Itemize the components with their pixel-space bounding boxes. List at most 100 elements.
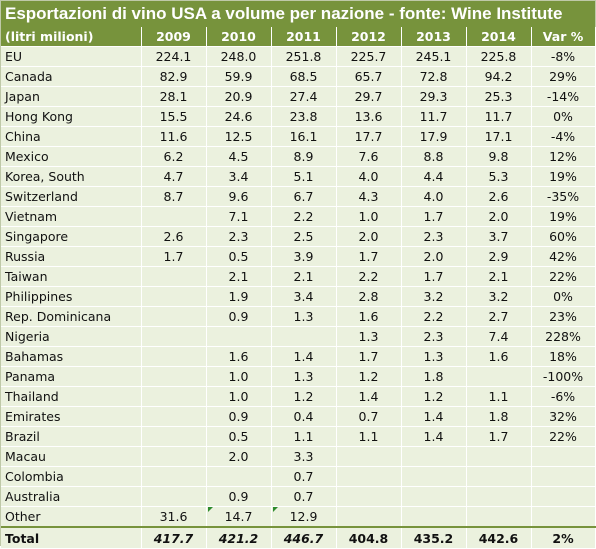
table-cell[interactable]: 15.5 xyxy=(141,106,207,127)
table-cell[interactable]: 1.2 xyxy=(271,386,337,407)
table-cell[interactable]: 0.7 xyxy=(271,486,337,507)
total-cell[interactable]: 417.7 xyxy=(141,526,207,549)
table-cell[interactable]: 2.0 xyxy=(206,446,272,467)
table-cell[interactable]: 12.9 xyxy=(271,506,337,528)
table-cell[interactable]: 224.1 xyxy=(141,46,207,67)
table-cell[interactable]: 0.7 xyxy=(271,466,337,487)
row-label[interactable]: Thailand xyxy=(1,386,142,407)
total-cell[interactable]: 435.2 xyxy=(401,526,467,549)
table-cell[interactable]: 1.1 xyxy=(271,426,337,447)
row-label[interactable]: Hong Kong xyxy=(1,106,142,127)
table-cell[interactable]: 248.0 xyxy=(206,46,272,67)
table-cell[interactable] xyxy=(141,266,207,287)
table-cell[interactable]: 29.3 xyxy=(401,86,467,107)
table-cell[interactable]: 1.2 xyxy=(401,386,467,407)
table-cell[interactable]: 1.0 xyxy=(336,206,402,227)
table-cell[interactable] xyxy=(531,486,596,507)
row-label[interactable]: Rep. Dominicana xyxy=(1,306,142,327)
row-label[interactable]: Japan xyxy=(1,86,142,107)
table-cell[interactable]: 4.0 xyxy=(336,166,402,187)
table-cell[interactable]: 11.6 xyxy=(141,126,207,147)
table-cell[interactable] xyxy=(141,486,207,507)
table-cell[interactable]: 2.3 xyxy=(401,326,467,347)
table-cell[interactable]: -14% xyxy=(531,86,596,107)
table-cell[interactable]: 9.8 xyxy=(466,146,532,167)
total-cell[interactable]: 446.7 xyxy=(271,526,337,549)
table-cell[interactable] xyxy=(466,486,532,507)
table-cell[interactable]: 32% xyxy=(531,406,596,427)
table-cell[interactable]: -100% xyxy=(531,366,596,387)
table-cell[interactable] xyxy=(531,446,596,467)
table-cell[interactable]: 16.1 xyxy=(271,126,337,147)
table-cell[interactable] xyxy=(336,446,402,467)
total-label[interactable]: Total xyxy=(1,526,142,549)
table-cell[interactable]: 251.8 xyxy=(271,46,337,67)
table-cell[interactable]: -4% xyxy=(531,126,596,147)
table-cell[interactable]: 23% xyxy=(531,306,596,327)
table-cell[interactable]: 68.5 xyxy=(271,66,337,87)
table-cell[interactable]: 27.4 xyxy=(271,86,337,107)
table-cell[interactable]: 225.8 xyxy=(466,46,532,67)
table-cell[interactable]: -35% xyxy=(531,186,596,207)
table-cell[interactable]: 2.1 xyxy=(466,266,532,287)
table-cell[interactable]: 2.0 xyxy=(401,246,467,267)
total-cell[interactable]: 404.8 xyxy=(336,526,402,549)
table-cell[interactable] xyxy=(271,326,337,347)
table-cell[interactable]: 2.5 xyxy=(271,226,337,247)
table-cell[interactable]: 2.7 xyxy=(466,306,532,327)
table-cell[interactable]: 2.1 xyxy=(271,266,337,287)
table-cell[interactable]: 1.1 xyxy=(466,386,532,407)
table-cell[interactable]: 2.0 xyxy=(466,206,532,227)
row-label[interactable]: Panama xyxy=(1,366,142,387)
table-cell[interactable]: 0% xyxy=(531,286,596,307)
row-label[interactable]: Emirates xyxy=(1,406,142,427)
table-cell[interactable]: 5.3 xyxy=(466,166,532,187)
table-cell[interactable]: 6.7 xyxy=(271,186,337,207)
table-cell[interactable]: 225.7 xyxy=(336,46,402,67)
table-cell[interactable] xyxy=(141,366,207,387)
table-cell[interactable]: 17.9 xyxy=(401,126,467,147)
table-cell[interactable] xyxy=(466,446,532,467)
table-cell[interactable]: 1.6 xyxy=(466,346,532,367)
row-label[interactable]: Singapore xyxy=(1,226,142,247)
table-cell[interactable]: 31.6 xyxy=(141,506,207,528)
table-cell[interactable]: 17.1 xyxy=(466,126,532,147)
table-cell[interactable] xyxy=(531,506,596,528)
table-cell[interactable]: 6.2 xyxy=(141,146,207,167)
table-cell[interactable]: 29.7 xyxy=(336,86,402,107)
table-cell[interactable]: 1.7 xyxy=(141,246,207,267)
table-cell[interactable]: 9.6 xyxy=(206,186,272,207)
table-cell[interactable]: 7.6 xyxy=(336,146,402,167)
table-cell[interactable] xyxy=(466,366,532,387)
table-cell[interactable]: 0.9 xyxy=(206,306,272,327)
table-cell[interactable]: 42% xyxy=(531,246,596,267)
table-cell[interactable]: 0.9 xyxy=(206,486,272,507)
table-cell[interactable]: 1.4 xyxy=(336,386,402,407)
table-cell[interactable]: 18% xyxy=(531,346,596,367)
table-cell[interactable]: 20.9 xyxy=(206,86,272,107)
table-cell[interactable]: 12% xyxy=(531,146,596,167)
table-cell[interactable] xyxy=(141,446,207,467)
table-cell[interactable]: 24.6 xyxy=(206,106,272,127)
row-label[interactable]: Mexico xyxy=(1,146,142,167)
table-cell[interactable]: 2.8 xyxy=(336,286,402,307)
table-cell[interactable]: 1.3 xyxy=(336,326,402,347)
table-cell[interactable]: 2.1 xyxy=(206,266,272,287)
table-cell[interactable]: 82.9 xyxy=(141,66,207,87)
table-cell[interactable]: 28.1 xyxy=(141,86,207,107)
row-label[interactable]: EU xyxy=(1,46,142,67)
row-label[interactable]: Nigeria xyxy=(1,326,142,347)
table-cell[interactable]: 59.9 xyxy=(206,66,272,87)
table-cell[interactable]: 29% xyxy=(531,66,596,87)
row-label[interactable]: Korea, South xyxy=(1,166,142,187)
table-cell[interactable]: 25.3 xyxy=(466,86,532,107)
table-cell[interactable]: 1.7 xyxy=(401,266,467,287)
table-cell[interactable]: 13.6 xyxy=(336,106,402,127)
table-cell[interactable]: 1.9 xyxy=(206,286,272,307)
table-cell[interactable]: 3.9 xyxy=(271,246,337,267)
row-label[interactable]: China xyxy=(1,126,142,147)
table-cell[interactable]: 1.0 xyxy=(206,366,272,387)
row-label[interactable]: Macau xyxy=(1,446,142,467)
table-cell[interactable]: 1.6 xyxy=(206,346,272,367)
table-cell[interactable] xyxy=(466,466,532,487)
